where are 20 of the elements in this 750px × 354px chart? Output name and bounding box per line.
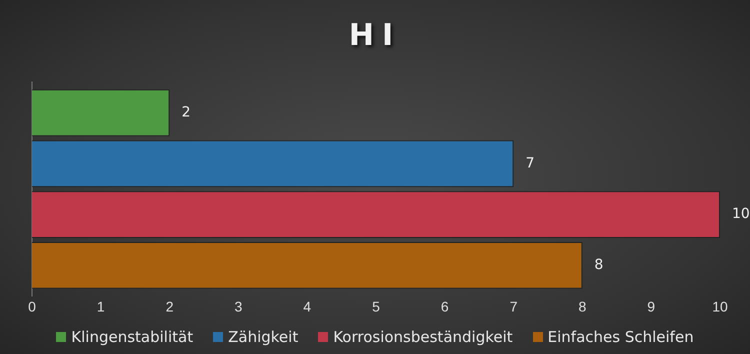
chart-title: HI (348, 17, 402, 55)
x-tick-label: 5 (372, 298, 380, 314)
x-tick-label: 2 (166, 298, 174, 314)
x-tick-label: 3 (234, 298, 242, 314)
x-tick-label: 0 (28, 298, 36, 314)
data-label: 2 (182, 104, 191, 120)
x-tick-label: 1 (96, 298, 105, 314)
legend-label: Korrosionsbeständigkeit (333, 328, 513, 346)
data-label: 7 (526, 155, 535, 172)
x-tick-label: 10 (712, 298, 728, 314)
legend-label: Klingenstabilität (71, 328, 194, 346)
data-label: 10 (732, 206, 750, 222)
data-label: 8 (594, 257, 604, 274)
x-tick-label: 4 (303, 298, 312, 314)
x-tick-label: 6 (440, 298, 449, 314)
legend-label: Einfaches Schleifen (548, 328, 694, 346)
legend-label: Zähigkeit (228, 328, 298, 346)
x-tick-label: 8 (578, 298, 586, 314)
x-tick-label: 7 (510, 298, 518, 314)
x-tick-label: 9 (647, 298, 656, 314)
